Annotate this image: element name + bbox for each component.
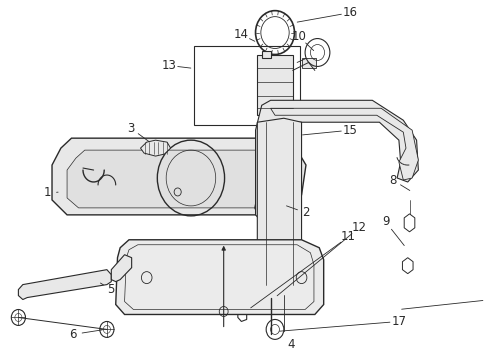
Polygon shape bbox=[111, 255, 131, 282]
Text: 5: 5 bbox=[107, 283, 115, 296]
Text: 1: 1 bbox=[44, 186, 51, 199]
Text: 8: 8 bbox=[388, 174, 396, 186]
Text: 11: 11 bbox=[340, 230, 355, 243]
Text: 16: 16 bbox=[342, 6, 357, 19]
Text: 17: 17 bbox=[390, 315, 406, 328]
Text: 15: 15 bbox=[342, 124, 357, 137]
Text: 3: 3 bbox=[127, 122, 134, 135]
Polygon shape bbox=[67, 150, 288, 208]
Polygon shape bbox=[140, 140, 170, 156]
Text: 6: 6 bbox=[69, 328, 77, 341]
Polygon shape bbox=[301, 58, 315, 68]
Text: 12: 12 bbox=[351, 221, 366, 234]
Text: 7: 7 bbox=[487, 293, 488, 306]
Polygon shape bbox=[257, 55, 292, 115]
Polygon shape bbox=[257, 118, 301, 294]
Text: 10: 10 bbox=[291, 30, 305, 43]
Polygon shape bbox=[19, 270, 111, 300]
Text: 2: 2 bbox=[302, 206, 309, 219]
Polygon shape bbox=[52, 138, 305, 215]
Polygon shape bbox=[116, 240, 323, 315]
Text: 14: 14 bbox=[233, 28, 248, 41]
Polygon shape bbox=[254, 185, 299, 220]
Polygon shape bbox=[261, 50, 270, 58]
Text: 4: 4 bbox=[286, 338, 294, 351]
Polygon shape bbox=[270, 108, 418, 180]
Text: 9: 9 bbox=[381, 215, 388, 228]
Text: 13: 13 bbox=[161, 59, 176, 72]
Polygon shape bbox=[255, 100, 418, 222]
